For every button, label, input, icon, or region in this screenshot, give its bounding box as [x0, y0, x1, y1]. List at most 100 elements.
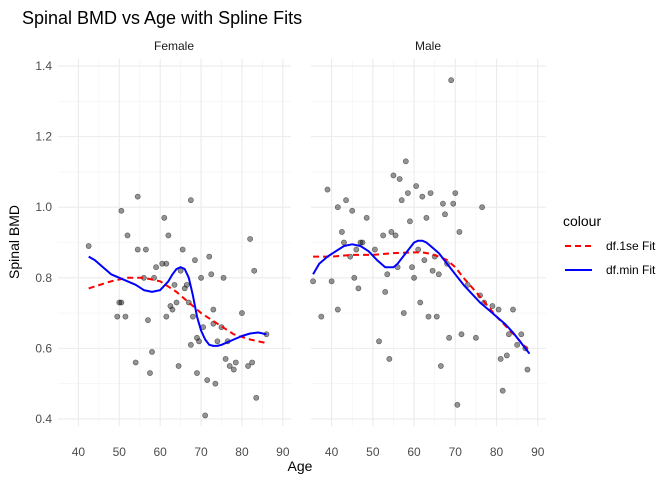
male-data-point: [318, 313, 325, 320]
x-axis-title: Age: [288, 458, 313, 474]
male-x-tick-label: 40: [325, 445, 339, 459]
chart-title: Spinal BMD vs Age with Spline Fits: [22, 8, 302, 28]
male-data-point: [380, 232, 387, 239]
female-data-point: [147, 370, 153, 376]
male-data-point: [510, 306, 516, 313]
female-data-point: [153, 264, 160, 271]
female-data-point: [206, 253, 213, 260]
female-line-df-1se-fit: [88, 276, 267, 345]
male-data-point: [421, 257, 428, 264]
female-line-df-min-fit: [88, 255, 267, 347]
female-data-point: [251, 267, 258, 274]
female-data-point: [134, 193, 141, 200]
female-data-point: [226, 363, 233, 369]
female-data-point: [169, 306, 176, 313]
x-axis-ticks: 40 50 60 70 80 90 40 50 60 70 80 90: [72, 445, 545, 459]
male-data-point: [458, 331, 465, 338]
legend-title: colour: [563, 213, 601, 229]
male-x-tick-label: 70: [449, 445, 463, 459]
male-data-point: [423, 214, 430, 221]
male-data-point: [324, 186, 331, 193]
female-data-point: [202, 412, 209, 419]
male-data-point: [499, 387, 506, 394]
male-data-point: [404, 190, 411, 196]
female-data-point: [245, 363, 251, 369]
male-data-point: [503, 352, 510, 359]
male-x-tick-label: 60: [407, 445, 421, 459]
male-data-point: [456, 229, 463, 235]
female-data-point: [165, 232, 172, 239]
female-data-point: [149, 348, 155, 355]
female-data-point: [239, 310, 245, 316]
female-data-point: [194, 370, 200, 376]
male-data-point: [384, 271, 391, 278]
male-data-point: [495, 306, 502, 313]
male-line-df-1se-fit: [313, 251, 531, 353]
male-data-point: [489, 303, 496, 309]
male-data-point: [518, 331, 525, 338]
female-data-point: [124, 232, 131, 239]
female-data-point: [210, 306, 217, 313]
female-data-point: [163, 313, 170, 320]
y-tick-label: 0.4: [35, 412, 52, 426]
male-data-point: [339, 229, 345, 235]
male-data-point: [446, 334, 453, 341]
female-data-point: [161, 214, 168, 221]
female-data-point: [198, 274, 204, 281]
y-axis-title: Spinal BMD: [6, 205, 22, 279]
female-data-point: [134, 246, 141, 253]
male-data-point: [454, 401, 461, 408]
female-data-point: [196, 338, 202, 345]
male-data-point: [473, 334, 479, 341]
female-data-point: [118, 299, 125, 306]
female-data-point: [187, 341, 194, 348]
female-data-point: [230, 366, 237, 373]
female-data-point: [118, 207, 125, 214]
male-data-point: [435, 271, 442, 278]
male-data-point: [400, 310, 407, 316]
male-data-point: [524, 366, 531, 373]
female-data-point: [253, 394, 260, 401]
female-data-point: [208, 271, 215, 278]
male-data-point: [427, 190, 434, 196]
male-data-point: [452, 190, 459, 196]
male-data-point: [440, 200, 446, 207]
female-data-point: [247, 236, 254, 242]
male-data-point: [448, 77, 455, 84]
female-data-point: [163, 260, 170, 267]
strip-label-female: Female: [154, 39, 194, 53]
female-x-tick-label: 40: [72, 445, 86, 459]
male-data-point: [355, 285, 362, 292]
panel-male: [310, 59, 546, 426]
female-data-point: [222, 356, 229, 362]
male-data-point: [334, 204, 341, 211]
female-x-tick-label: 90: [276, 445, 290, 459]
female-data-point: [220, 274, 227, 281]
male-data-point: [376, 338, 382, 345]
male-data-point: [450, 200, 457, 207]
panel-female: [58, 59, 291, 426]
male-data-point: [334, 306, 341, 313]
male-data-point: [310, 278, 316, 285]
male-x-tick-label: 80: [490, 445, 504, 459]
y-tick-label: 1.0: [35, 200, 52, 214]
male-data-point: [417, 299, 424, 306]
legend-label-df-min: df.min Fit: [606, 263, 656, 277]
strip-label-male: Male: [415, 39, 441, 53]
male-data-point: [363, 214, 370, 221]
female-data-point: [173, 299, 180, 306]
male-line-df-min-fit: [312, 239, 531, 355]
male-data-point: [497, 356, 504, 362]
male-data-point: [437, 363, 444, 369]
female-data-point: [116, 299, 123, 306]
male-data-point: [425, 313, 432, 320]
female-data-point: [214, 338, 221, 345]
female-data-point: [159, 260, 166, 267]
legend: colour df.1se Fit df.min Fit: [563, 213, 656, 277]
female-data-point: [145, 317, 151, 324]
male-data-point: [415, 246, 422, 253]
female-data-point: [192, 257, 198, 264]
female-data-point: [189, 313, 196, 320]
female-data-point: [249, 359, 256, 366]
